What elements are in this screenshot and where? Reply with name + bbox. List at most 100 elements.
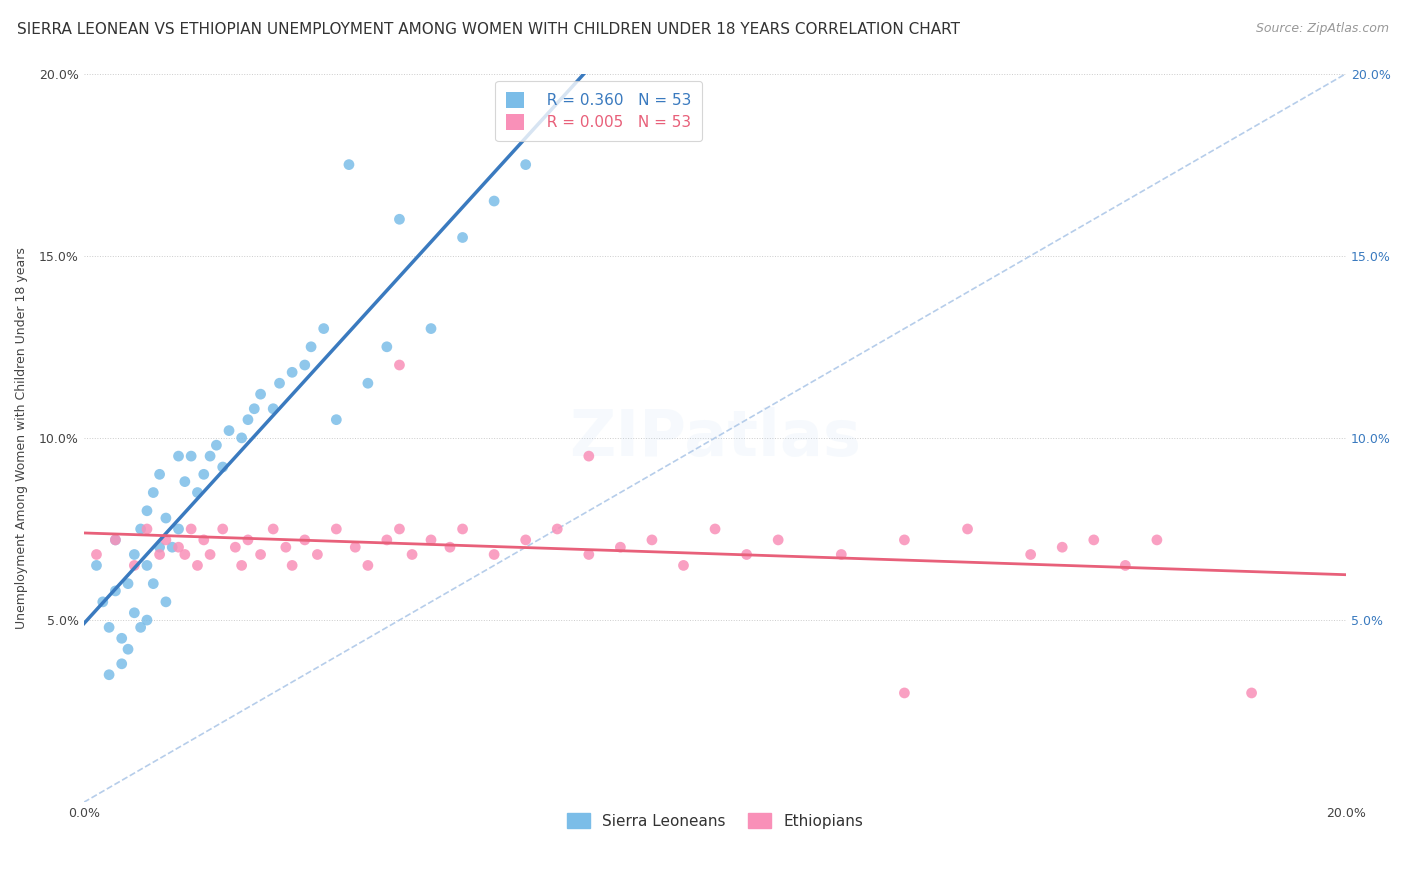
- Point: [294, 533, 316, 547]
- Point: [375, 533, 398, 547]
- Point: [129, 522, 152, 536]
- Point: [704, 522, 727, 536]
- Point: [1050, 540, 1073, 554]
- Point: [439, 540, 461, 554]
- Point: [167, 540, 190, 554]
- Point: [111, 632, 134, 646]
- Point: [231, 431, 253, 445]
- Point: [294, 358, 316, 372]
- Point: [104, 583, 127, 598]
- Point: [218, 424, 240, 438]
- Point: [186, 485, 208, 500]
- Point: [451, 230, 474, 244]
- Point: [1083, 533, 1105, 547]
- Point: [482, 548, 505, 562]
- Point: [249, 387, 271, 401]
- Point: [98, 620, 121, 634]
- Point: [243, 401, 266, 416]
- Point: [186, 558, 208, 573]
- Point: [344, 540, 367, 554]
- Point: [735, 548, 758, 562]
- Point: [1240, 686, 1263, 700]
- Point: [155, 595, 177, 609]
- Point: [451, 522, 474, 536]
- Point: [672, 558, 695, 573]
- Point: [198, 548, 221, 562]
- Point: [281, 365, 304, 379]
- Point: [198, 449, 221, 463]
- Point: [420, 321, 443, 335]
- Point: [136, 558, 159, 573]
- Point: [98, 667, 121, 681]
- Point: [124, 548, 146, 562]
- Point: [104, 533, 127, 547]
- Point: [149, 540, 172, 554]
- Point: [388, 522, 411, 536]
- Point: [262, 401, 284, 416]
- Point: [167, 522, 190, 536]
- Legend: Sierra Leoneans, Ethiopians: Sierra Leoneans, Ethiopians: [561, 806, 869, 835]
- Point: [149, 548, 172, 562]
- Point: [388, 358, 411, 372]
- Point: [142, 576, 165, 591]
- Point: [129, 620, 152, 634]
- Point: [111, 657, 134, 671]
- Point: [180, 522, 202, 536]
- Point: [388, 212, 411, 227]
- Text: SIERRA LEONEAN VS ETHIOPIAN UNEMPLOYMENT AMONG WOMEN WITH CHILDREN UNDER 18 YEAR: SIERRA LEONEAN VS ETHIOPIAN UNEMPLOYMENT…: [17, 22, 960, 37]
- Point: [893, 686, 915, 700]
- Point: [893, 533, 915, 547]
- Point: [249, 548, 271, 562]
- Point: [149, 467, 172, 482]
- Point: [167, 449, 190, 463]
- Point: [546, 522, 568, 536]
- Point: [325, 412, 347, 426]
- Point: [299, 340, 322, 354]
- Text: ZIPatlas: ZIPatlas: [569, 407, 860, 469]
- Point: [1019, 548, 1042, 562]
- Point: [482, 194, 505, 208]
- Point: [515, 158, 537, 172]
- Point: [401, 548, 423, 562]
- Point: [337, 158, 360, 172]
- Point: [124, 606, 146, 620]
- Point: [211, 460, 233, 475]
- Point: [274, 540, 297, 554]
- Text: Source: ZipAtlas.com: Source: ZipAtlas.com: [1256, 22, 1389, 36]
- Point: [91, 595, 114, 609]
- Point: [578, 548, 600, 562]
- Point: [180, 449, 202, 463]
- Point: [609, 540, 631, 554]
- Point: [1114, 558, 1136, 573]
- Point: [117, 642, 139, 657]
- Point: [86, 558, 108, 573]
- Point: [104, 533, 127, 547]
- Point: [641, 533, 664, 547]
- Point: [173, 475, 195, 489]
- Point: [117, 576, 139, 591]
- Point: [211, 522, 233, 536]
- Point: [193, 533, 215, 547]
- Y-axis label: Unemployment Among Women with Children Under 18 years: Unemployment Among Women with Children U…: [15, 247, 28, 629]
- Point: [312, 321, 335, 335]
- Point: [578, 449, 600, 463]
- Point: [155, 511, 177, 525]
- Point: [515, 533, 537, 547]
- Point: [307, 548, 329, 562]
- Point: [236, 412, 259, 426]
- Point: [281, 558, 304, 573]
- Point: [155, 533, 177, 547]
- Point: [766, 533, 789, 547]
- Point: [193, 467, 215, 482]
- Point: [236, 533, 259, 547]
- Point: [160, 540, 183, 554]
- Point: [136, 522, 159, 536]
- Point: [375, 340, 398, 354]
- Point: [357, 558, 380, 573]
- Point: [231, 558, 253, 573]
- Point: [136, 613, 159, 627]
- Point: [142, 485, 165, 500]
- Point: [224, 540, 246, 554]
- Point: [830, 548, 852, 562]
- Point: [325, 522, 347, 536]
